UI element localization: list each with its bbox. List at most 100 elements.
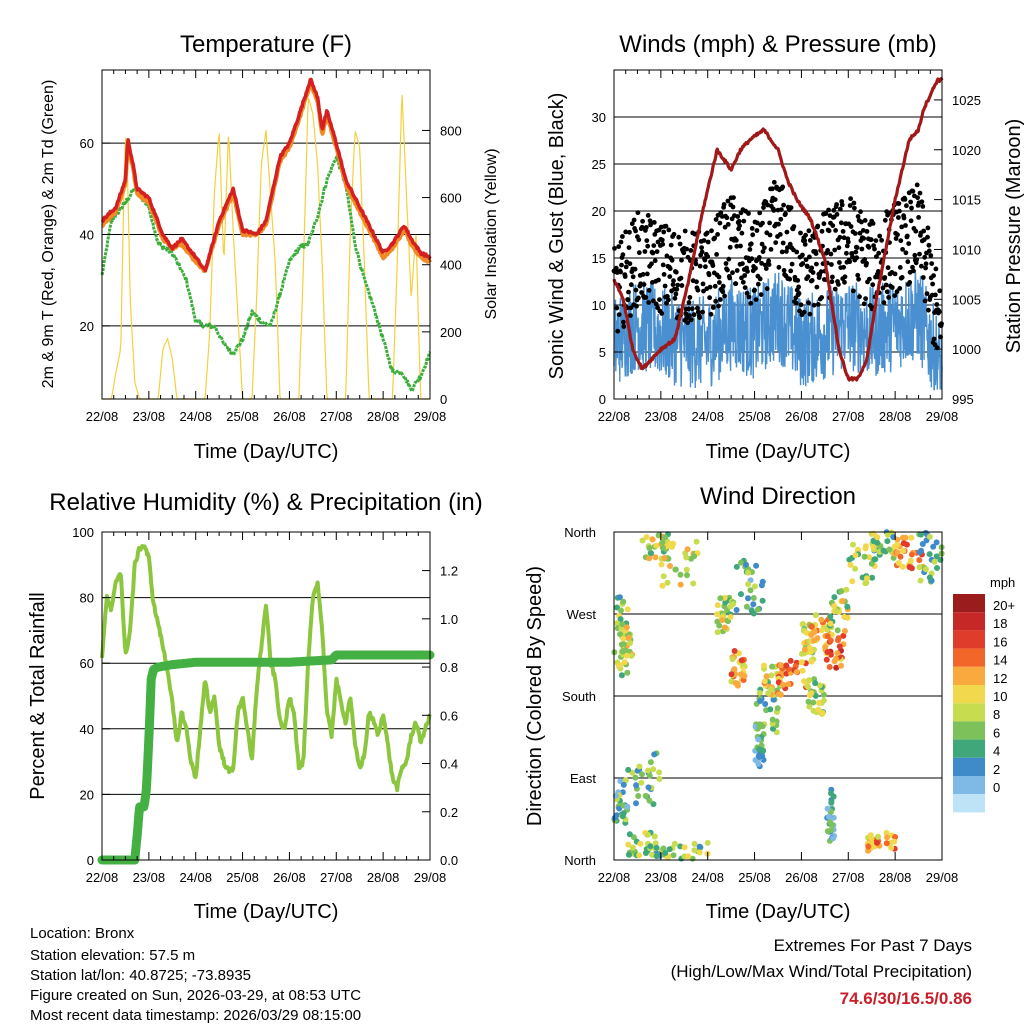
gust-point	[897, 286, 903, 291]
direction-point	[880, 547, 887, 554]
gust-point	[628, 313, 633, 318]
direction-point	[624, 803, 631, 810]
gust-point	[830, 274, 835, 280]
y-tick-label: West	[567, 607, 597, 622]
y-tick-label: 40	[80, 228, 94, 243]
gust-point	[725, 198, 731, 204]
y-tick-label: South	[562, 689, 596, 704]
gust-point	[645, 243, 651, 249]
gust-point	[879, 237, 884, 243]
direction-point	[849, 578, 856, 585]
gust-point	[756, 255, 762, 260]
direction-point	[926, 533, 933, 540]
gust-point	[633, 287, 639, 293]
gust-point	[620, 252, 626, 258]
x-tick-label: 27/08	[320, 870, 353, 885]
direction-point	[650, 766, 657, 773]
direction-point	[617, 616, 624, 623]
gust-point	[740, 261, 745, 266]
gust-point	[861, 236, 867, 241]
gust-point	[845, 239, 851, 245]
gust-point	[874, 254, 879, 259]
gust-point	[868, 237, 874, 243]
direction-point	[805, 698, 812, 705]
direction-point	[769, 663, 776, 670]
gust-point	[852, 205, 857, 211]
gust-point	[921, 228, 927, 234]
gust-point	[802, 242, 808, 247]
gust-point	[681, 250, 687, 256]
direction-point	[691, 553, 698, 560]
gust-point	[727, 244, 733, 250]
direction-point	[874, 534, 881, 541]
gust-point	[675, 282, 681, 288]
direction-point	[780, 681, 787, 688]
gust-point	[700, 281, 706, 287]
humidity-xlabel: Time (Day/UTC)	[194, 901, 339, 923]
direction-point	[785, 681, 792, 688]
gust-point	[735, 214, 741, 219]
gust-point	[669, 257, 675, 263]
direction-point	[646, 797, 653, 804]
gust-point	[801, 309, 807, 315]
direction-point	[743, 603, 750, 610]
gust-point	[899, 275, 905, 280]
legend-label: 12	[993, 671, 1007, 686]
gust-point	[703, 264, 708, 270]
direction-point	[824, 805, 831, 812]
gust-point	[885, 212, 890, 218]
gust-point	[759, 260, 764, 266]
gust-point	[926, 248, 932, 254]
direction-point	[839, 598, 846, 604]
direction-point	[745, 581, 752, 588]
x-tick-label: 25/08	[226, 870, 259, 885]
gust-point	[643, 225, 649, 230]
direction-point	[681, 844, 688, 851]
direction-point	[816, 682, 823, 689]
extremes-box: Extremes For Past 7 Days (High/Low/Max W…	[671, 936, 972, 1008]
direction-point	[652, 840, 659, 847]
direction-point	[647, 759, 654, 766]
direction-xlabel: Time (Day/UTC)	[706, 901, 851, 923]
direction-point	[810, 699, 817, 706]
gust-point	[744, 290, 750, 296]
gust-point	[788, 268, 794, 274]
direction-point	[820, 697, 827, 704]
gust-point	[664, 253, 670, 259]
y-tick-label: 60	[80, 656, 94, 671]
gust-point	[912, 252, 918, 258]
direction-point	[714, 602, 721, 609]
gust-point	[911, 268, 916, 274]
x-tick-label: 26/08	[785, 409, 818, 424]
direction-point	[642, 792, 649, 799]
gust-point	[785, 245, 790, 251]
direction-point	[812, 612, 819, 619]
gust-point	[687, 313, 692, 318]
y-tick-label: 20	[80, 319, 94, 334]
gust-point	[616, 244, 622, 250]
gust-point	[688, 248, 694, 253]
x-tick-label: 24/08	[691, 409, 724, 424]
direction-ylabel: Direction (Colored By Speed)	[524, 566, 546, 826]
gust-point	[925, 234, 930, 240]
direction-point	[874, 539, 881, 546]
gust-point	[892, 271, 898, 277]
gust-point	[660, 262, 666, 268]
legend-swatch	[953, 703, 985, 722]
gust-point	[903, 223, 908, 228]
y-tick-label: 25	[592, 157, 606, 172]
gust-point	[748, 241, 754, 247]
direction-point	[616, 594, 623, 601]
gust-point	[778, 207, 784, 213]
direction-point	[844, 614, 851, 621]
direction-point	[651, 833, 658, 840]
direction-point	[907, 557, 914, 564]
x-tick-label: 26/08	[273, 409, 306, 424]
gust-point	[802, 238, 808, 244]
direction-point	[758, 582, 765, 589]
gust-point	[841, 264, 846, 270]
temperature-panel: Temperature (F) 22/08 23/08 24/08 25/08 26/0…	[40, 31, 500, 463]
gust-point	[864, 229, 870, 234]
direction-point	[659, 539, 666, 546]
winds-ylabel: Sonic Wind & Gust (Blue, Black)	[546, 93, 568, 380]
